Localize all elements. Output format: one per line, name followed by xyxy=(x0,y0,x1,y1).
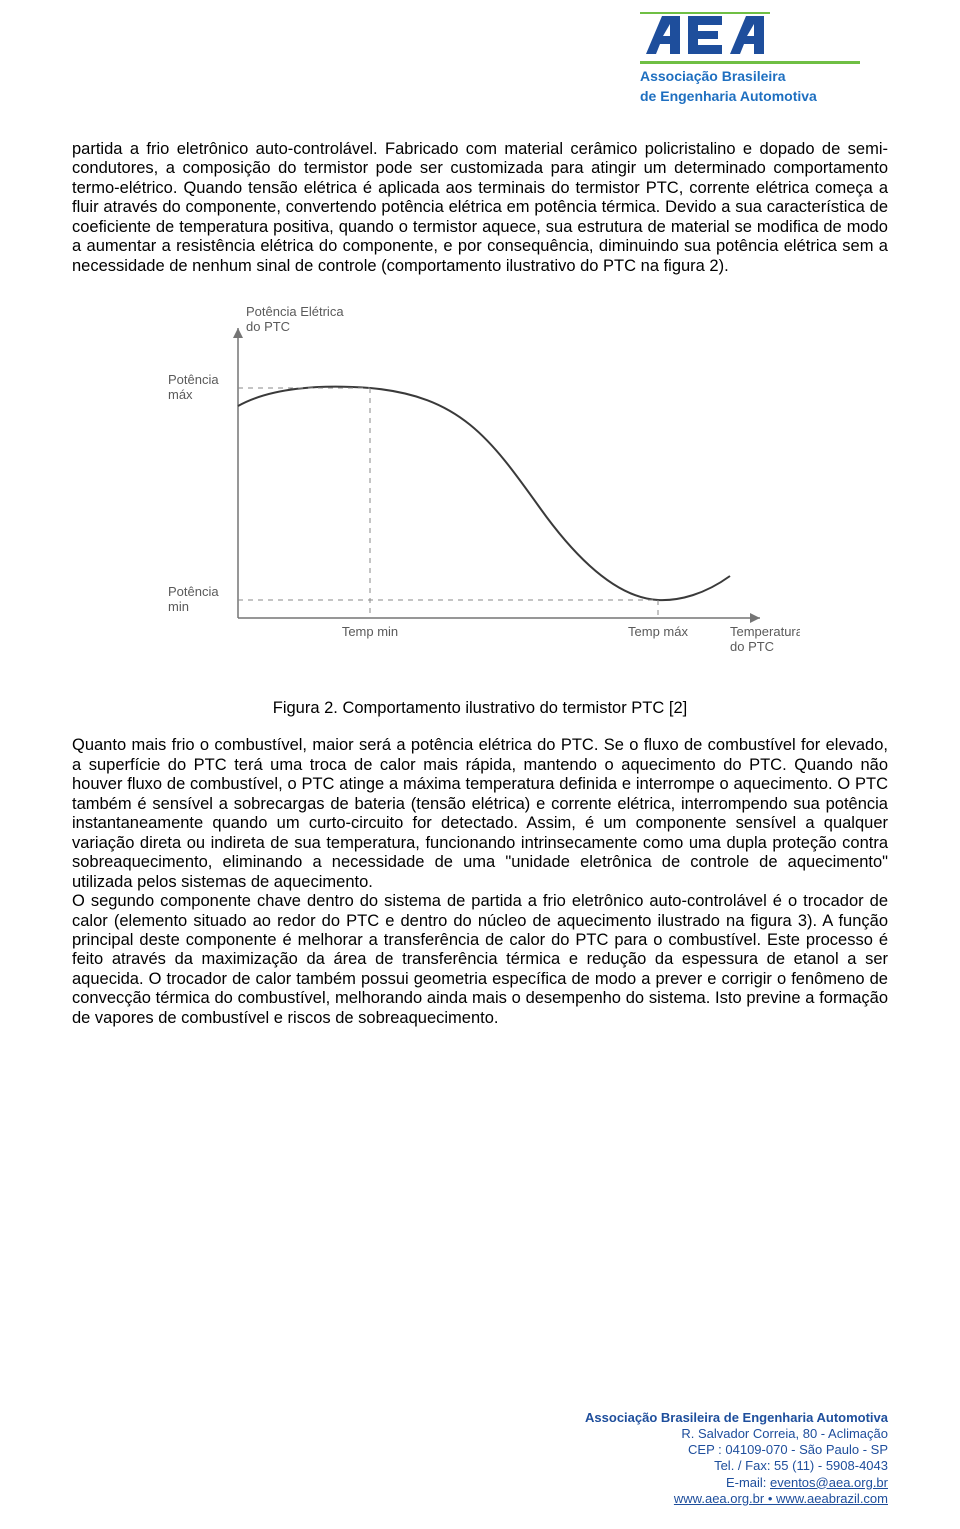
footer-phone: Tel. / Fax: 55 (11) - 5908-4043 xyxy=(585,1458,888,1474)
svg-text:do PTC: do PTC xyxy=(246,319,290,334)
svg-text:Potência: Potência xyxy=(168,584,219,599)
svg-text:Potência Elétrica: Potência Elétrica xyxy=(246,304,344,319)
svg-text:máx: máx xyxy=(168,387,193,402)
logo-row xyxy=(640,10,900,58)
svg-text:Temp máx: Temp máx xyxy=(628,624,688,639)
paragraph-3: O segundo componente chave dentro do sis… xyxy=(72,892,888,1028)
ptc-chart-svg: Potência Elétricado PTCPotênciamáxPotênc… xyxy=(160,288,800,688)
brand-subtitle-2: de Engenharia Automotiva xyxy=(640,88,900,104)
footer-email-link[interactable]: eventos@aea.org.br xyxy=(770,1475,888,1490)
page: Associação Brasileira de Engenharia Auto… xyxy=(0,0,960,1529)
footer-block: Associação Brasileira de Engenharia Auto… xyxy=(585,1410,888,1508)
footer-address-1: R. Salvador Correia, 80 - Aclimação xyxy=(585,1426,888,1442)
figure-2-chart: Potência Elétricado PTCPotênciamáxPotênc… xyxy=(160,288,800,693)
figure-2-caption: Figura 2. Comportamento ilustrativo do t… xyxy=(72,699,888,718)
brand-subtitle-1: Associação Brasileira xyxy=(640,68,900,84)
footer-email-line: E-mail: eventos@aea.org.br xyxy=(585,1475,888,1491)
brand-block: Associação Brasileira de Engenharia Auto… xyxy=(640,10,900,104)
aea-logo-icon xyxy=(640,10,770,58)
footer-title: Associação Brasileira de Engenharia Auto… xyxy=(585,1410,888,1426)
paragraph-2: Quanto mais frio o combustível, maior se… xyxy=(72,736,888,892)
svg-text:Temp min: Temp min xyxy=(342,624,398,639)
brand-divider xyxy=(640,61,860,64)
footer-address-2: CEP : 04109-070 - São Paulo - SP xyxy=(585,1442,888,1458)
svg-text:do PTC: do PTC xyxy=(730,639,774,654)
paragraph-1: partida a frio eletrônico auto-controláv… xyxy=(72,140,888,276)
svg-text:Temperatura: Temperatura xyxy=(730,624,800,639)
svg-text:min: min xyxy=(168,599,189,614)
footer-sites: www.aea.org.br • www.aeabrazil.com xyxy=(585,1491,888,1507)
svg-text:Potência: Potência xyxy=(168,372,219,387)
footer-sites-link[interactable]: www.aea.org.br • www.aeabrazil.com xyxy=(674,1491,888,1506)
footer-email-label: E-mail: xyxy=(726,1475,770,1490)
